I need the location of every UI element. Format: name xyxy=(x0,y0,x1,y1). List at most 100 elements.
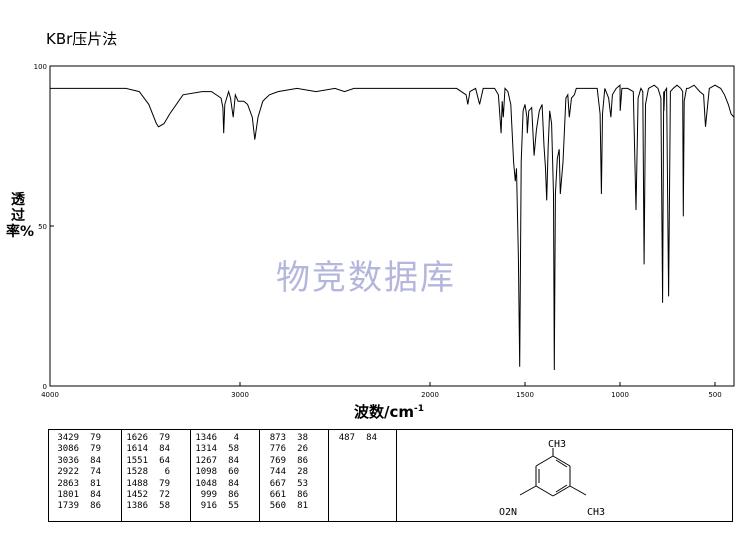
peak-transmittance: 53 xyxy=(297,478,308,489)
peak-row: 999 86 xyxy=(191,490,259,501)
peak-table: 3429 79 3086 79 3036 84 2922 74 2863 81 1801 84 1739… xyxy=(48,429,733,522)
peak-transmittance: 84 xyxy=(90,455,101,466)
peak-row: 1098 60 xyxy=(191,467,259,478)
peak-wavenumber: 1386 xyxy=(126,501,148,512)
x-tick-label: 1000 xyxy=(611,391,629,399)
peak-transmittance: 84 xyxy=(366,433,377,443)
peak-transmittance: 79 xyxy=(159,433,170,443)
methyl-top-label: CH3 xyxy=(548,439,566,450)
peak-row: 916 55 xyxy=(191,501,259,512)
peak-wavenumber: 999 xyxy=(200,489,217,500)
peak-wavenumber: 1551 xyxy=(126,455,148,466)
peak-transmittance: 6 xyxy=(164,467,170,478)
peak-wavenumber: 2922 xyxy=(57,467,79,478)
peak-transmittance: 28 xyxy=(297,467,308,478)
x-tick-label: 4000 xyxy=(41,391,59,399)
peak-wavenumber: 1614 xyxy=(126,444,148,455)
peak-wavenumber: 1739 xyxy=(57,501,79,512)
peak-transmittance: 79 xyxy=(159,478,170,489)
peak-row: 3086 79 xyxy=(53,444,121,455)
peak-row: 560 81 xyxy=(260,501,328,512)
peak-row: 487 84 xyxy=(329,433,396,444)
peak-transmittance: 79 xyxy=(90,444,101,455)
peak-wavenumber: 3429 xyxy=(57,433,79,443)
method-label: KBr压片法 xyxy=(46,30,118,48)
peak-row: 1314 58 xyxy=(191,444,259,455)
peak-row: 1739 86 xyxy=(53,501,121,512)
peak-wavenumber: 560 xyxy=(269,501,286,512)
peak-transmittance: 86 xyxy=(90,501,101,512)
peak-transmittance: 72 xyxy=(159,489,170,500)
peak-transmittance: 81 xyxy=(90,478,101,489)
y-axis-label: 透过率% xyxy=(6,192,35,240)
peak-row: 1452 72 xyxy=(122,490,190,501)
peak-wavenumber: 667 xyxy=(269,478,286,489)
peak-wavenumber: 1314 xyxy=(195,444,217,455)
peak-wavenumber: 1801 xyxy=(57,489,79,500)
peak-transmittance: 84 xyxy=(228,455,239,466)
peak-wavenumber: 769 xyxy=(269,455,286,466)
peak-wavenumber: 776 xyxy=(269,444,286,455)
peak-wavenumber: 2863 xyxy=(57,478,79,489)
peak-wavenumber: 487 xyxy=(338,433,355,443)
peak-transmittance: 86 xyxy=(297,455,308,466)
peak-row: 1551 64 xyxy=(122,456,190,467)
peak-row: 667 53 xyxy=(260,479,328,490)
watermark: 物竞数据库 xyxy=(276,258,456,298)
y-tick-label: 0 xyxy=(43,383,47,391)
peak-row: 873 38 xyxy=(260,433,328,444)
peak-transmittance: 38 xyxy=(297,433,308,443)
y-tick-label: 100 xyxy=(34,63,47,71)
peak-row: 1386 58 xyxy=(122,501,190,512)
peak-transmittance: 4 xyxy=(233,433,239,443)
peak-wavenumber: 1267 xyxy=(195,455,217,466)
peak-row: 1488 79 xyxy=(122,479,190,490)
peak-transmittance: 55 xyxy=(228,501,239,512)
peak-column-1: 3429 79 3086 79 3036 84 2922 74 2863 81 1801 84 1739… xyxy=(49,430,122,521)
peak-column-5: 487 84 xyxy=(325,430,397,521)
peak-transmittance: 84 xyxy=(228,478,239,489)
peak-wavenumber: 3086 xyxy=(57,444,79,455)
peak-row: 776 26 xyxy=(260,444,328,455)
peak-transmittance: 58 xyxy=(159,501,170,512)
peak-row: 1346 4 xyxy=(191,433,259,444)
peak-wavenumber: 744 xyxy=(269,467,286,478)
ir-spectrum-chart: 4000 3000 2000 1500 1000 500 0 50 100 xyxy=(34,63,735,399)
peak-column-2: 1626 79 1614 84 1551 64 1528 6 1488 79 1452 72 1386 5… xyxy=(118,430,191,521)
peak-transmittance: 60 xyxy=(228,467,239,478)
peak-row: 1614 84 xyxy=(122,444,190,455)
peak-row: 661 86 xyxy=(260,490,328,501)
peak-wavenumber: 916 xyxy=(200,501,217,512)
peak-transmittance: 58 xyxy=(228,444,239,455)
peak-wavenumber: 661 xyxy=(269,489,286,500)
peak-column-3: 1346 4 1314 58 1267 84 1098 60 1048 84 999 86 916 55 xyxy=(187,430,260,521)
x-axis-label-main: 波数/cm xyxy=(354,403,415,421)
peak-row: 1801 84 xyxy=(53,490,121,501)
peak-row: 769 86 xyxy=(260,456,328,467)
peak-transmittance: 26 xyxy=(297,444,308,455)
peak-transmittance: 84 xyxy=(159,444,170,455)
peak-transmittance: 81 xyxy=(297,501,308,512)
y-tick-label: 50 xyxy=(38,223,47,231)
chemical-structure: CH3 CH3 O2N xyxy=(499,439,605,518)
peak-wavenumber: 1488 xyxy=(126,478,148,489)
peak-transmittance: 74 xyxy=(90,467,101,478)
peak-wavenumber: 1346 xyxy=(195,433,217,443)
peak-wavenumber: 1452 xyxy=(126,489,148,500)
x-axis-label: 波数/cm-1 xyxy=(354,401,424,422)
x-tick-label: 3000 xyxy=(231,391,249,399)
peak-row: 2863 81 xyxy=(53,479,121,490)
peak-wavenumber: 1626 xyxy=(126,433,148,443)
spectrum-line xyxy=(50,84,735,371)
peak-transmittance: 86 xyxy=(297,489,308,500)
peak-row: 3036 84 xyxy=(53,456,121,467)
nitro-label: O2N xyxy=(499,507,517,518)
peak-column-4: 873 38 776 26 769 86 744 28 667 53 661 86 560 81 xyxy=(256,430,329,521)
peak-wavenumber: 873 xyxy=(269,433,286,443)
peak-wavenumber: 1048 xyxy=(195,478,217,489)
peak-row: 1528 6 xyxy=(122,467,190,478)
peak-transmittance: 64 xyxy=(159,455,170,466)
peak-wavenumber: 3036 xyxy=(57,455,79,466)
x-tick-label: 2000 xyxy=(421,391,439,399)
x-tick-label: 1500 xyxy=(516,391,534,399)
